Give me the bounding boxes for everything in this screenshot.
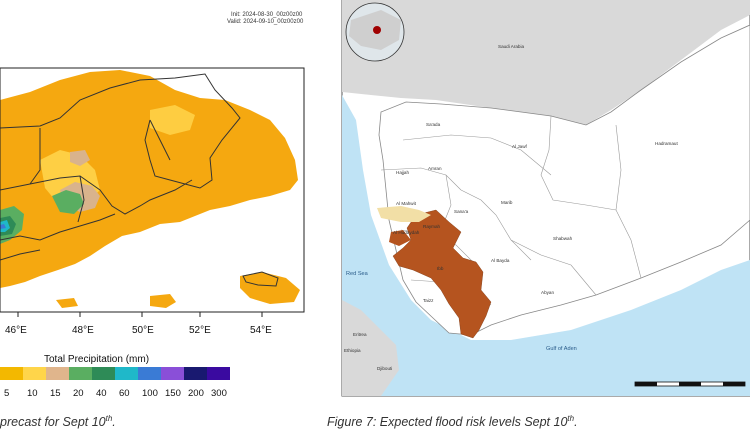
saudi-arabia-land [342,0,750,125]
label-hudaydah: Al Hudaydah [393,230,420,235]
borders [0,73,241,261]
colorbar-swatch [46,367,69,380]
colorbar-swatch [138,367,161,380]
colorbar-label: 10 [27,388,38,399]
valid-timestamp: Valid: 2024-09-10_00z00z00 [227,19,304,25]
label-al-mahwit: Al Mahwit [396,201,417,206]
x-tick-50: 50°E [132,325,154,336]
colorbar-label: 200 [188,388,204,399]
x-tick-48: 48°E [72,325,94,336]
flood-risk-map: Saudi Arabia Red Sea Gulf of Aden Eritre… [341,0,750,397]
precip-socotra [240,272,300,304]
colorbar-title: Total Precipitation (mm) [44,354,150,365]
label-sanaa: Sana'a [454,209,469,214]
scale-bar [634,381,746,387]
label-red-sea: Red Sea [346,271,369,277]
socotra-outline [242,271,279,287]
precipitation-map [0,67,305,317]
inset-globe [345,2,405,62]
colorbar-label: 300 [211,388,227,399]
label-al-bayda: Al Bayda [491,258,510,263]
colorbar-swatch [92,367,115,380]
colorbar-swatch [69,367,92,380]
right-caption-sup: th [567,414,575,423]
colorbar-swatch [184,367,207,380]
colorbar-swatch [23,367,46,380]
flood-risk-high [392,209,492,339]
init-timestamp: Init: 2024-08-30_00z00z00 [231,12,303,18]
map-frame [0,67,305,313]
colorbar-label: 40 [96,388,107,399]
colorbar [0,367,230,380]
left-caption-end: . [112,415,116,430]
flood-risk-moderate [377,206,431,222]
label-ibb: Ibb [437,266,444,271]
colorbar-swatch [0,367,23,380]
colorbar-swatch [161,367,184,380]
precip-field-20mm [52,190,84,214]
sea-area [342,95,750,396]
colorbar-swatch [207,367,230,380]
colorbar-label: 60 [119,388,130,399]
x-tick-52: 52°E [189,325,211,336]
label-marib: Marib [501,200,513,205]
colorbar-label: 15 [50,388,61,399]
label-saada: Sa'ada [426,122,441,127]
label-hadramaut: Hadramaut [655,141,678,146]
left-caption-sup: th [105,414,113,423]
label-saudi-arabia: Saudi Arabia [498,44,524,49]
label-hajjah: Hajjah [396,170,409,175]
label-djibouti: Djibouti [377,366,392,371]
label-raymah: Raymah [423,224,441,229]
africa-land [342,300,399,396]
colorbar-swatch [115,367,138,380]
label-ethiopia: Ethiopia [344,348,361,353]
label-gulf-of-aden: Gulf of Aden [546,346,577,352]
label-amran: Amran [428,166,442,171]
left-caption: precast for Sept 10th. [0,414,116,429]
yemen-land [378,24,750,336]
colorbar-labels: 5 10 15 20 40 60 100 150 200 300 [0,388,240,400]
label-shabwah: Shabwah [553,236,573,241]
right-caption: Figure 7: Expected flood risk levels Sep… [327,414,578,429]
right-caption-text: Figure 7: Expected flood risk levels Sep… [327,415,568,430]
colorbar-label: 150 [165,388,181,399]
x-tick-46: 46°E [5,325,27,336]
label-al-jawf: Al Jawf [512,144,528,149]
label-eritrea: Eritrea [353,332,367,337]
right-caption-end: . [574,415,578,430]
label-abyan: Abyan [541,290,554,295]
precip-field-5mm [0,70,298,288]
colorbar-label: 100 [142,388,158,399]
colorbar-label: 20 [73,388,84,399]
left-caption-text: precast for Sept 10 [0,415,106,430]
label-taizz: Taizz [423,298,434,303]
colorbar-label: 5 [4,388,10,399]
x-tick-54: 54°E [250,325,272,336]
